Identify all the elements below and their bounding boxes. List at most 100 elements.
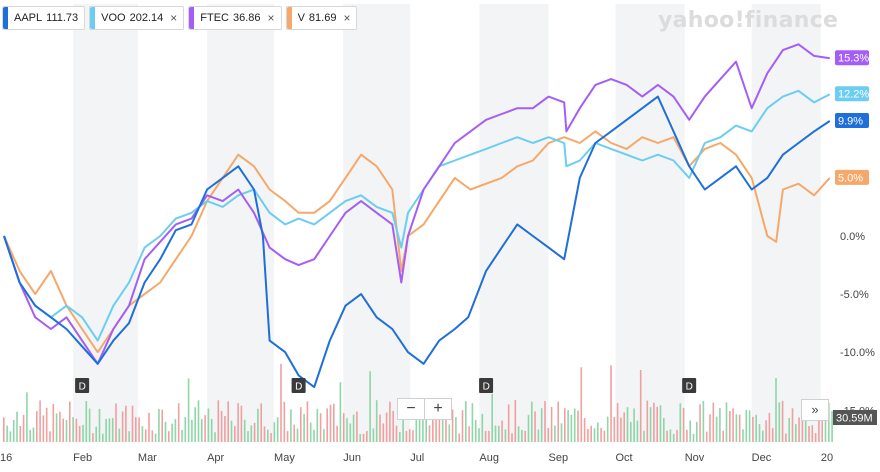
volume-label: 30.59M bbox=[836, 413, 873, 425]
volume-bar bbox=[537, 429, 540, 442]
volume-bar bbox=[788, 418, 790, 442]
volume-bar bbox=[280, 363, 282, 442]
month-band bbox=[479, 4, 549, 442]
volume-bar bbox=[765, 420, 767, 442]
volume-bar bbox=[498, 425, 500, 442]
volume-bar bbox=[260, 403, 262, 442]
volume-bar bbox=[276, 417, 279, 442]
dividend-marker-label: D bbox=[79, 382, 86, 393]
close-icon[interactable]: × bbox=[267, 11, 275, 25]
volume-bar bbox=[184, 417, 187, 442]
volume-bar bbox=[768, 412, 771, 442]
legend-chip-voo[interactable]: VOO 202.14 × bbox=[89, 6, 185, 30]
dividend-marker[interactable]: D bbox=[75, 378, 90, 393]
volume-bar bbox=[573, 408, 576, 442]
volume-bar bbox=[102, 433, 104, 442]
zoom-out-button[interactable]: − bbox=[406, 400, 416, 417]
volume-bar bbox=[174, 419, 177, 442]
volume-bar bbox=[253, 422, 256, 442]
dividend-marker[interactable]: D bbox=[682, 378, 697, 393]
volume-bar bbox=[544, 401, 546, 442]
volume-bar bbox=[428, 425, 431, 442]
legend-chip-ftec[interactable]: FTEC 36.86 × bbox=[188, 6, 282, 30]
volume-bar bbox=[758, 424, 761, 442]
volume-bar bbox=[12, 420, 15, 442]
yahoo-finance-logo: yahoo!finance bbox=[658, 8, 839, 33]
volume-bar bbox=[164, 421, 167, 442]
series-line-voo bbox=[3, 89, 831, 342]
volume-bar bbox=[715, 416, 718, 442]
volume-bar bbox=[333, 403, 335, 442]
volume-bar bbox=[352, 414, 355, 442]
close-icon[interactable]: × bbox=[170, 11, 178, 25]
volume-bar bbox=[557, 401, 559, 442]
volume-bar bbox=[445, 408, 447, 442]
close-icon[interactable]: × bbox=[343, 11, 351, 25]
series-color-swatch bbox=[90, 7, 96, 29]
volume-bar bbox=[785, 433, 787, 442]
legend-chip-v[interactable]: V 81.69 × bbox=[285, 6, 358, 30]
volume-bar bbox=[42, 415, 45, 442]
volume-bar bbox=[224, 416, 226, 442]
volume-bar bbox=[435, 417, 437, 442]
volume-bar bbox=[128, 431, 130, 442]
volume-bar bbox=[636, 420, 639, 442]
volume-bar bbox=[326, 408, 328, 442]
legend-value: 111.73 bbox=[46, 12, 79, 24]
volume-bar bbox=[85, 401, 88, 442]
series-line-ftec bbox=[3, 43, 830, 365]
volume-bar bbox=[534, 411, 536, 442]
volume-bar bbox=[712, 402, 715, 442]
scroll-right-button[interactable]: » bbox=[801, 399, 829, 421]
volume-bar bbox=[138, 417, 140, 442]
end-label-v: 5.0% bbox=[835, 169, 869, 185]
dividend-marker-box bbox=[479, 378, 494, 393]
volume-bar bbox=[75, 418, 78, 442]
volume-bar bbox=[214, 432, 216, 442]
volume-bar bbox=[52, 403, 55, 442]
volume-bar bbox=[448, 424, 451, 442]
volume-bar bbox=[709, 414, 711, 442]
volume-bar bbox=[471, 403, 474, 442]
volume-bar bbox=[778, 402, 781, 442]
volume-bar bbox=[118, 428, 121, 442]
volume-bar bbox=[346, 418, 348, 442]
volume-bar bbox=[379, 414, 381, 442]
dividend-marker-box bbox=[75, 378, 90, 393]
volume-bar bbox=[722, 430, 724, 442]
series-line-v bbox=[3, 130, 831, 354]
volume-bar bbox=[349, 423, 352, 442]
volume-bar bbox=[399, 432, 401, 442]
volume-bar bbox=[187, 378, 190, 442]
dividend-marker[interactable]: D bbox=[479, 378, 494, 393]
volume-bar bbox=[125, 405, 127, 442]
volume-bars bbox=[3, 363, 833, 442]
volume-bar bbox=[597, 422, 599, 442]
volume-bar bbox=[309, 422, 312, 442]
x-tick-label: Sep bbox=[549, 452, 569, 464]
volume-bar bbox=[798, 417, 800, 442]
volume-bar bbox=[633, 408, 635, 442]
volume-bar bbox=[580, 367, 583, 442]
series-lines bbox=[3, 43, 831, 389]
volume-bar bbox=[666, 430, 668, 442]
volume-bar bbox=[468, 426, 470, 442]
volume-bar bbox=[342, 413, 345, 442]
zoom-in-button[interactable]: + bbox=[424, 399, 451, 419]
dividend-marker[interactable]: D bbox=[291, 378, 306, 393]
volume-bar bbox=[115, 403, 117, 442]
legend-chip-aapl[interactable]: AAPL 111.73 bbox=[2, 6, 86, 30]
volume-bar bbox=[663, 417, 665, 442]
volume-bar bbox=[646, 400, 649, 442]
volume-bar bbox=[286, 431, 289, 442]
volume-bar bbox=[111, 418, 114, 442]
volume-bar bbox=[412, 430, 414, 442]
legend-symbol: FTEC bbox=[200, 12, 230, 24]
month-band bbox=[73, 4, 138, 442]
volume-bar bbox=[22, 414, 25, 442]
end-label-aapl: 9.9% bbox=[835, 112, 869, 128]
volume-bar bbox=[300, 407, 302, 442]
x-tick-label: Jun bbox=[343, 452, 361, 464]
volume-bar bbox=[481, 413, 484, 442]
volume-bar bbox=[395, 425, 398, 442]
